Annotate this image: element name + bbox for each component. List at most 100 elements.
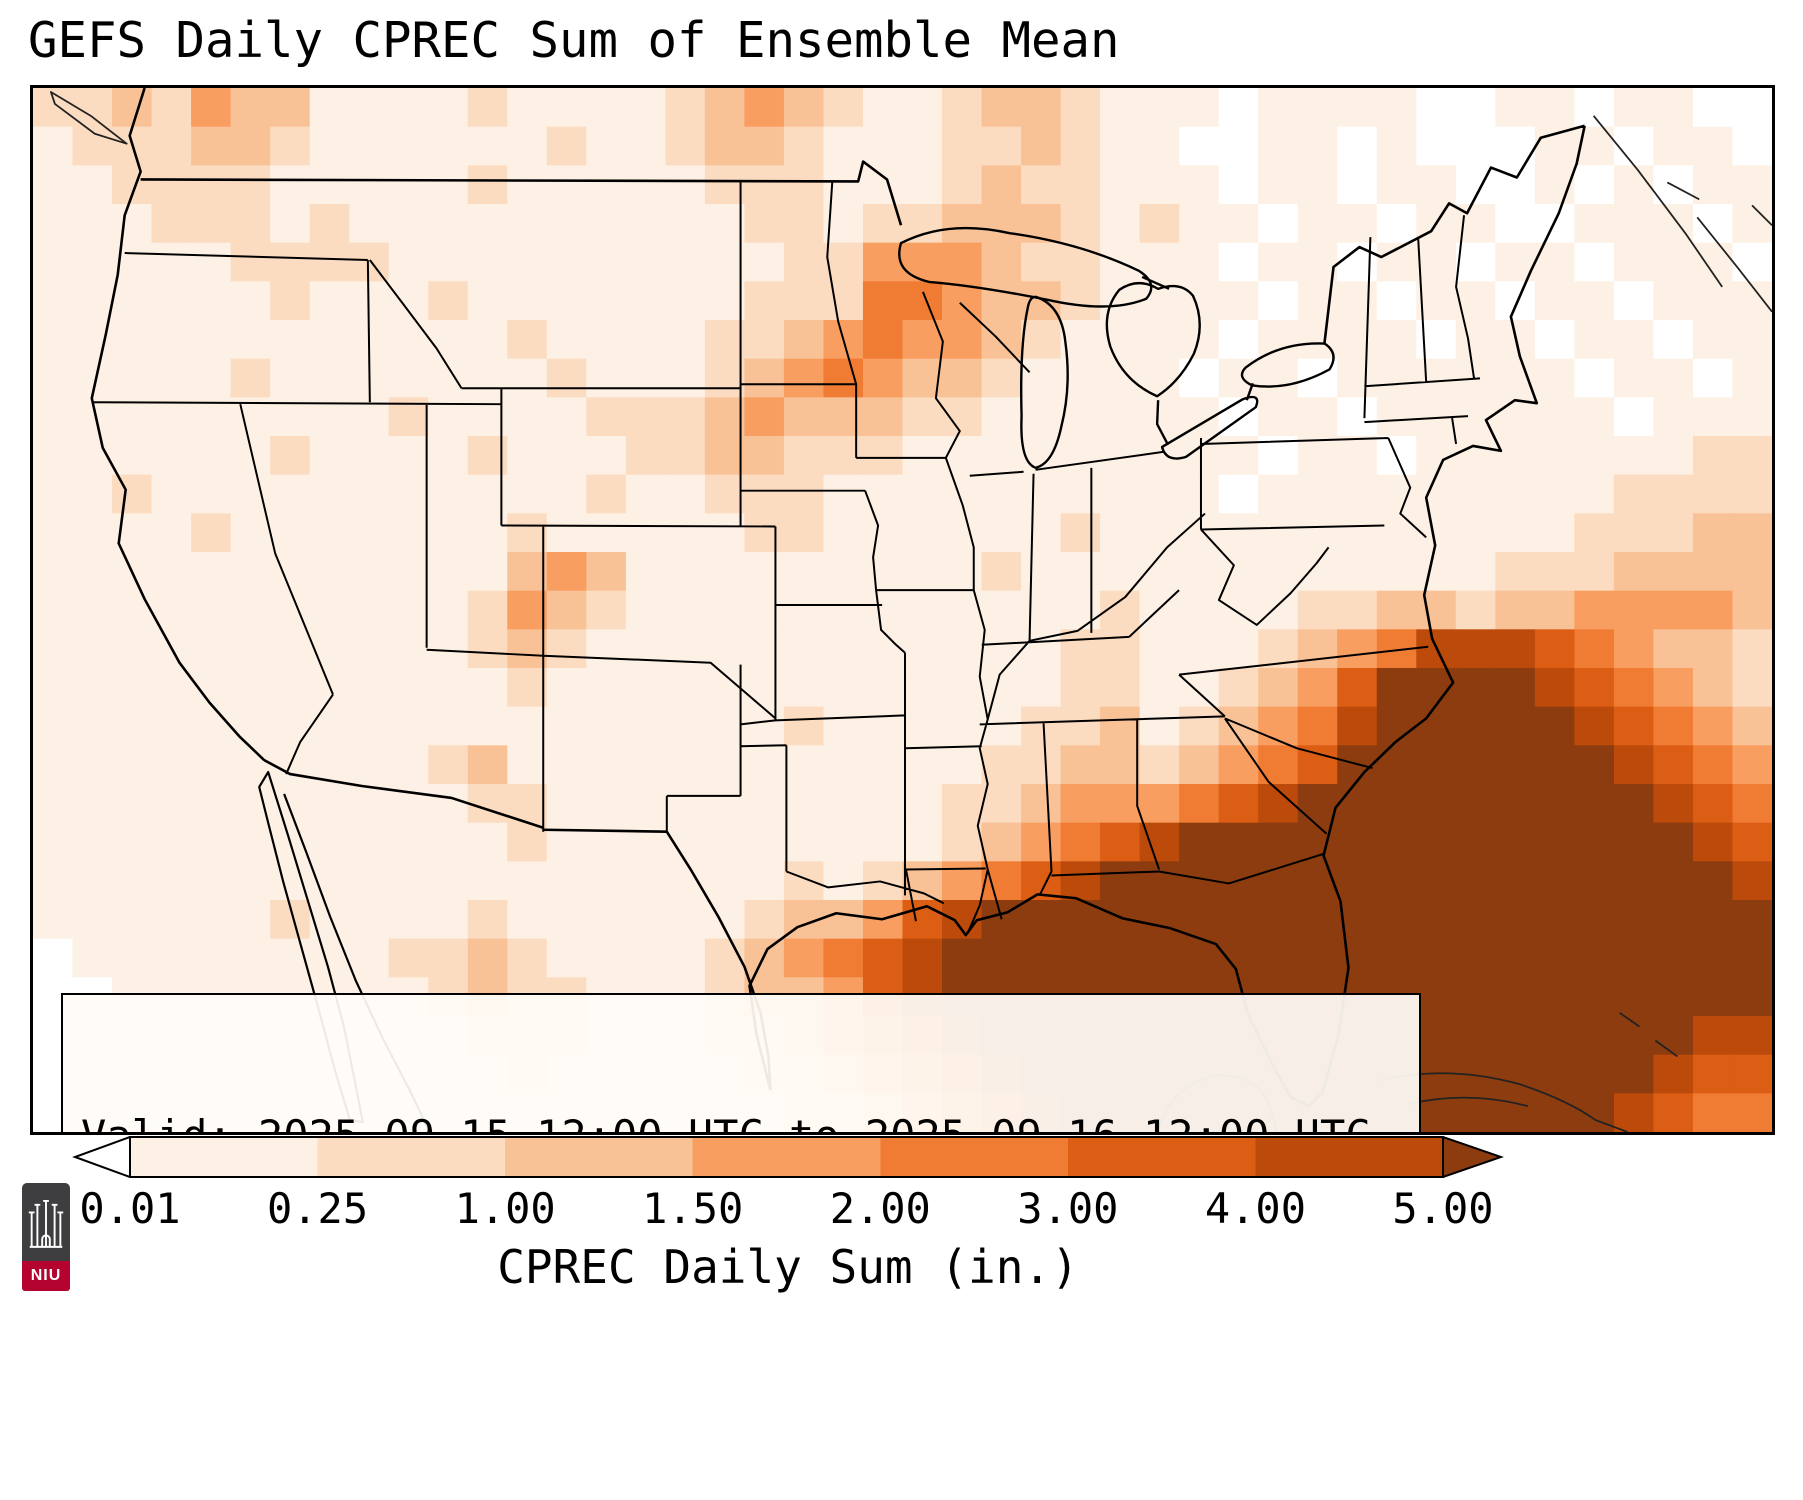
heatmap-cell <box>1100 784 1141 824</box>
colorbar-tick-labels: 0.01 0.25 1.00 1.50 2.00 3.00 4.00 5.00 <box>72 1184 1504 1234</box>
heatmap-cell <box>349 706 390 747</box>
heatmap-cell <box>862 474 904 515</box>
heatmap-cell <box>546 397 588 437</box>
heatmap-cell <box>902 938 943 979</box>
heatmap-cell <box>862 319 904 360</box>
heatmap-cell <box>783 474 825 515</box>
heatmap-cell <box>428 861 469 901</box>
heatmap-cell <box>388 281 430 321</box>
heatmap-cell <box>467 242 509 283</box>
heatmap-cell <box>1534 590 1576 631</box>
heatmap-cell <box>665 204 706 244</box>
heatmap-cell <box>1218 900 1259 940</box>
heatmap-cell <box>388 745 430 785</box>
heatmap-cell <box>783 938 825 979</box>
heatmap-cell <box>349 784 390 824</box>
heatmap-cell <box>704 474 746 515</box>
heatmap-cell <box>1692 126 1734 167</box>
heatmap-cell <box>981 88 1022 128</box>
heatmap-cell <box>665 938 706 979</box>
heatmap-cell <box>625 900 667 940</box>
heatmap-cell <box>507 204 548 244</box>
heatmap-cell <box>112 667 153 708</box>
heatmap-cell <box>1574 1015 1615 1056</box>
heatmap-cell <box>1692 590 1734 631</box>
heatmap-cell <box>1060 397 1101 437</box>
heatmap-cell <box>1455 552 1497 592</box>
heatmap-cell <box>625 706 667 747</box>
heatmap-cell <box>1495 629 1536 669</box>
heatmap-cell <box>1732 1015 1772 1056</box>
heatmap-cell <box>783 861 825 901</box>
heatmap-cell <box>546 436 588 476</box>
heatmap-cell <box>546 513 588 553</box>
heatmap-cell <box>942 706 983 747</box>
heatmap-cell <box>586 590 627 631</box>
heatmap-cell <box>1179 436 1220 476</box>
heatmap-cell <box>270 629 311 669</box>
heatmap-cell <box>1376 397 1418 437</box>
heatmap-cell <box>1218 88 1259 128</box>
heatmap-cell <box>1495 861 1536 901</box>
heatmap-cell <box>309 629 350 669</box>
heatmap-cell <box>1416 784 1457 824</box>
heatmap-cell <box>151 165 192 205</box>
heatmap-cell <box>1574 242 1615 283</box>
heatmap-cell <box>1653 938 1694 979</box>
heatmap-cell <box>1653 745 1694 785</box>
heatmap-cell <box>230 204 271 244</box>
heatmap-cell <box>1613 629 1655 669</box>
heatmap-cell <box>270 474 311 515</box>
heatmap-cell <box>270 513 311 553</box>
heatmap-cell <box>349 629 390 669</box>
heatmap-cell <box>586 281 627 321</box>
heatmap-cell <box>744 706 785 747</box>
heatmap-cell <box>1218 590 1259 631</box>
heatmap-cell <box>270 861 311 901</box>
heatmap-cell <box>1416 977 1457 1017</box>
heatmap-cell <box>625 397 667 437</box>
heatmap-cell <box>586 474 627 515</box>
heatmap-cell <box>388 513 430 553</box>
heatmap-cell <box>823 822 864 863</box>
heatmap-cell <box>783 706 825 747</box>
heatmap-cell <box>1060 281 1101 321</box>
heatmap-cell <box>1534 861 1576 901</box>
heatmap-cell <box>428 165 469 205</box>
heatmap-cell <box>191 513 232 553</box>
heatmap-cell <box>467 319 509 360</box>
heatmap-cell <box>1060 938 1101 979</box>
heatmap-cell <box>942 165 983 205</box>
heatmap-cell <box>586 513 627 553</box>
heatmap-cell <box>942 242 983 283</box>
heatmap-cell <box>72 629 113 669</box>
heatmap-cell <box>72 281 113 321</box>
heatmap-cell <box>1218 319 1259 360</box>
heatmap-cell <box>981 552 1022 592</box>
heatmap-cell <box>1376 590 1418 631</box>
heatmap-cell <box>783 552 825 592</box>
heatmap-cell <box>942 629 983 669</box>
heatmap-cell <box>1613 861 1655 901</box>
heatmap-cell <box>467 745 509 785</box>
heatmap-cell <box>1100 513 1141 553</box>
heatmap-cell <box>744 552 785 592</box>
heatmap-cell <box>704 706 746 747</box>
heatmap-cell <box>704 281 746 321</box>
heatmap-cell <box>191 590 232 631</box>
heatmap-cell <box>72 861 113 901</box>
heatmap-cell <box>191 126 232 167</box>
heatmap-cell <box>191 706 232 747</box>
heatmap-cell <box>230 552 271 592</box>
heatmap-cell <box>1060 204 1101 244</box>
heatmap-cell <box>625 436 667 476</box>
heatmap-cell <box>1139 706 1180 747</box>
heatmap-cell <box>1613 513 1655 553</box>
heatmap-cell <box>1534 319 1576 360</box>
heatmap-cell <box>388 706 430 747</box>
heatmap-cell <box>33 552 74 592</box>
heatmap-cell <box>428 938 469 979</box>
heatmap-cell <box>823 667 864 708</box>
heatmap-cell <box>388 88 430 128</box>
heatmap-cell <box>1455 667 1497 708</box>
